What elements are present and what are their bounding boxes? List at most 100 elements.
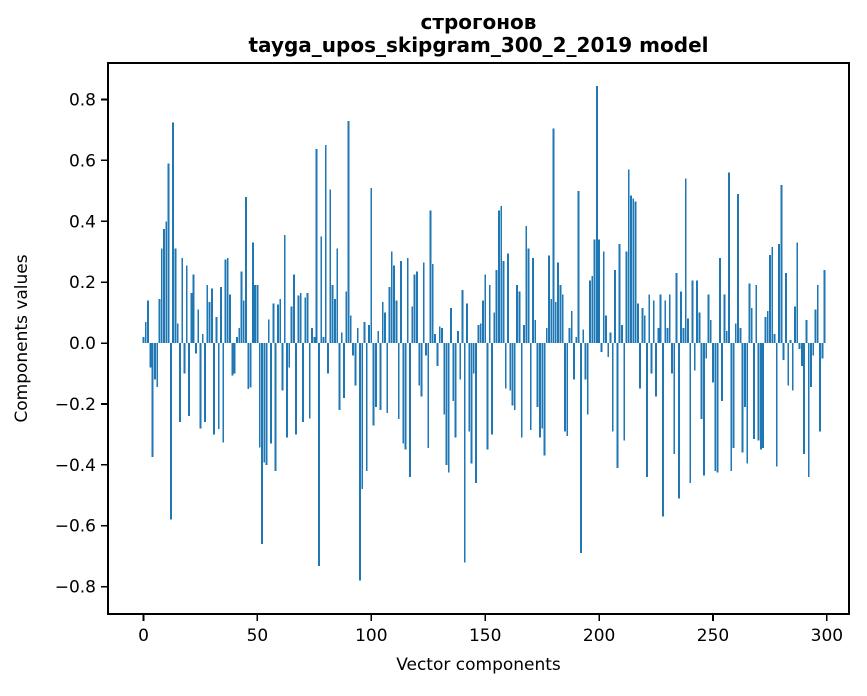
bar [707,294,710,344]
bar [167,163,170,344]
bar [340,332,343,344]
bar [158,298,161,344]
bar [671,343,673,374]
bar [292,274,295,344]
bar [365,343,368,471]
bar [636,303,639,344]
bar [641,308,644,344]
bar [739,327,742,344]
bar [190,292,193,344]
bar [819,343,821,432]
bar [393,265,396,344]
bar [147,300,149,344]
bar [545,327,548,344]
bar [249,343,252,388]
bar [791,343,794,391]
bar [823,270,826,344]
bar [331,285,334,344]
bar [160,248,163,344]
bar [497,210,500,344]
bar [730,343,733,471]
bar [639,343,642,389]
bar [673,343,676,455]
bar [794,306,796,344]
bar [174,248,177,344]
bar [714,343,717,471]
bar [179,343,181,423]
bar [156,343,159,388]
bar [759,343,762,450]
y-tick-label: −0.8 [55,578,96,598]
bar [748,283,751,344]
bar [682,327,685,344]
bar [345,291,348,344]
bar [664,300,667,344]
bar [454,343,457,438]
bar [427,343,430,449]
bar [400,260,402,344]
bar [299,293,302,344]
bar [274,343,277,471]
y-tick-label: 0.8 [69,91,96,111]
bar [277,304,279,344]
bar [693,343,696,371]
bar [370,187,373,344]
bar [746,343,749,464]
bar [163,228,165,344]
bar [666,327,669,344]
y-tick-label: 0.6 [69,151,96,171]
bar [787,343,790,386]
bar [441,327,443,344]
bar [723,294,726,344]
bar [691,280,694,344]
bar [511,343,514,406]
x-tick-label: 150 [469,626,501,646]
bar [318,343,320,567]
bar [609,332,612,344]
bar [463,343,466,563]
bar [570,310,573,344]
bar [577,190,580,344]
bar [632,198,635,344]
bar [245,196,247,344]
bar [579,343,582,554]
bar [261,343,263,544]
bar [516,285,519,344]
x-axis-label: Vector components [396,655,561,675]
bar [784,273,787,344]
bar [144,321,147,344]
bar [418,343,421,386]
bar [272,303,275,344]
bar [625,251,628,344]
bar [311,327,314,344]
bar [199,343,202,429]
bar [753,343,755,439]
bar [361,343,364,490]
bar [652,300,655,344]
bar [374,343,377,407]
bar [705,343,708,359]
bar [363,321,366,344]
bar [270,343,273,444]
bar [415,271,418,344]
bar [766,311,769,344]
bar [233,343,236,374]
bar [684,178,687,344]
bar [336,248,339,344]
bar [646,343,648,478]
bar [627,169,630,344]
bar [395,300,398,344]
chart-title-line1: строгонов [421,10,537,34]
bar [456,330,459,344]
bar [543,343,546,456]
bar [215,317,218,344]
bar [805,319,808,344]
bar [655,343,657,397]
bar [386,343,389,414]
bar [404,343,407,450]
bar [775,343,778,467]
bar [718,257,721,344]
bar [611,343,614,432]
bar [183,343,186,374]
bar [208,301,211,344]
